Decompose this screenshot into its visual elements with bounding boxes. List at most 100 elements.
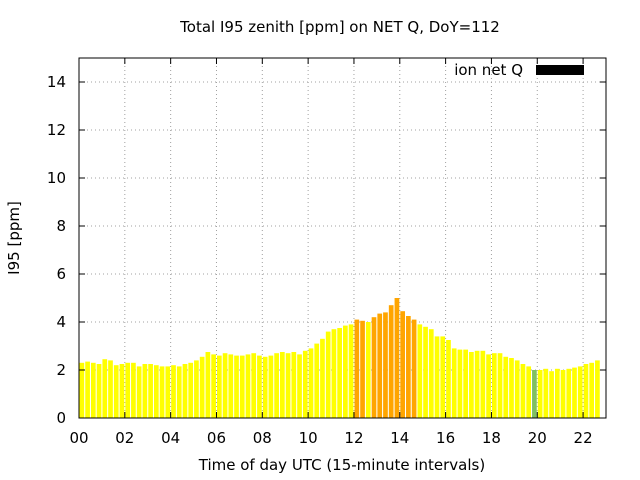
- bar: [171, 365, 176, 418]
- bar: [274, 353, 279, 418]
- bar: [314, 343, 320, 418]
- bar: [320, 338, 325, 418]
- bar: [131, 362, 136, 418]
- bar: [325, 331, 331, 418]
- bar: [268, 355, 274, 418]
- x-tick-label: 06: [207, 429, 226, 447]
- x-tick-label: 18: [482, 429, 501, 447]
- bar: [153, 365, 159, 418]
- bar: [365, 322, 371, 418]
- bar: [228, 354, 234, 418]
- bar: [428, 329, 434, 418]
- y-tick-label: 14: [47, 73, 66, 91]
- bar: [262, 356, 268, 418]
- bar: [125, 362, 131, 418]
- bar: [165, 366, 171, 418]
- bar: [148, 364, 153, 418]
- bar: [159, 366, 165, 418]
- bar: [119, 364, 125, 418]
- x-tick-labels: 00 02 04 06 08 10 12 14 16 18 20 22: [69, 429, 592, 447]
- bar: [583, 364, 589, 418]
- bar: [514, 360, 520, 418]
- x-tick-label: 12: [344, 429, 363, 447]
- bar: [297, 354, 302, 418]
- bar: [331, 329, 337, 418]
- bar: [446, 340, 451, 418]
- x-tick-label: 20: [528, 429, 547, 447]
- bar: [532, 370, 537, 418]
- bar: [457, 349, 463, 418]
- ticks: [78, 58, 606, 419]
- x-tick-label: 08: [253, 429, 272, 447]
- x-tick-label: 16: [436, 429, 455, 447]
- bar: [188, 362, 194, 418]
- grid: [79, 58, 606, 418]
- x-axis-label: Time of day UTC (15-minute intervals): [198, 456, 485, 474]
- x-tick-label: 02: [115, 429, 134, 447]
- y-tick-label: 12: [47, 121, 66, 139]
- bar: [102, 359, 108, 418]
- bars: [79, 298, 600, 418]
- bar: [549, 371, 554, 418]
- bar: [411, 319, 417, 418]
- bar: [136, 366, 142, 418]
- bar: [595, 360, 600, 418]
- bar: [394, 298, 400, 418]
- bar: [474, 350, 480, 418]
- y-tick-label: 8: [56, 217, 66, 235]
- bar: [543, 368, 549, 418]
- y-tick-label: 10: [47, 169, 66, 187]
- bar: [554, 368, 560, 418]
- bar: [245, 354, 251, 418]
- bar: [423, 326, 428, 418]
- bar: [211, 354, 216, 418]
- x-tick-label: 10: [299, 429, 318, 447]
- bar: [503, 356, 509, 418]
- bar: [354, 319, 360, 418]
- y-tick-label: 6: [56, 265, 66, 283]
- bar: [406, 316, 411, 418]
- bar: [480, 350, 486, 418]
- bar: [302, 350, 308, 418]
- bar: [572, 367, 577, 418]
- bar: [377, 313, 383, 418]
- x-tick-label: 00: [69, 429, 88, 447]
- bar: [280, 352, 285, 418]
- bar: [205, 352, 211, 418]
- y-tick-label: 4: [56, 313, 66, 331]
- bar: [520, 364, 526, 418]
- legend-label: ion net Q: [454, 61, 523, 79]
- bar: [90, 362, 96, 418]
- bar: [337, 328, 342, 418]
- bar: [285, 353, 291, 418]
- bar: [222, 353, 228, 418]
- bar: [308, 348, 314, 418]
- bar: [434, 336, 440, 418]
- bar: [291, 352, 297, 418]
- bar: [348, 324, 354, 418]
- legend-swatch: [536, 65, 584, 75]
- bar: [199, 356, 205, 418]
- bar: [234, 355, 239, 418]
- bar: [79, 362, 85, 418]
- bar: [577, 366, 583, 418]
- y-tick-label: 0: [56, 409, 66, 427]
- x-tick-label: 22: [574, 429, 593, 447]
- y-tick-label: 2: [56, 361, 66, 379]
- bar: [251, 353, 257, 418]
- bar: [491, 353, 497, 418]
- bar: [194, 360, 199, 418]
- legend: ion net Q: [454, 61, 584, 79]
- bar: [526, 366, 532, 418]
- bar: [142, 364, 148, 418]
- bar: [497, 353, 503, 418]
- bar: [343, 325, 348, 418]
- bar: [113, 365, 119, 418]
- x-tick-label: 14: [390, 429, 409, 447]
- x-tick-label: 04: [161, 429, 180, 447]
- chart-title: Total I95 zenith [ppm] on NET Q, DoY=112: [179, 18, 500, 36]
- bar: [463, 349, 469, 418]
- y-tick-labels: 0 2 4 6 8 10 12 14: [47, 73, 66, 427]
- bar: [85, 361, 90, 418]
